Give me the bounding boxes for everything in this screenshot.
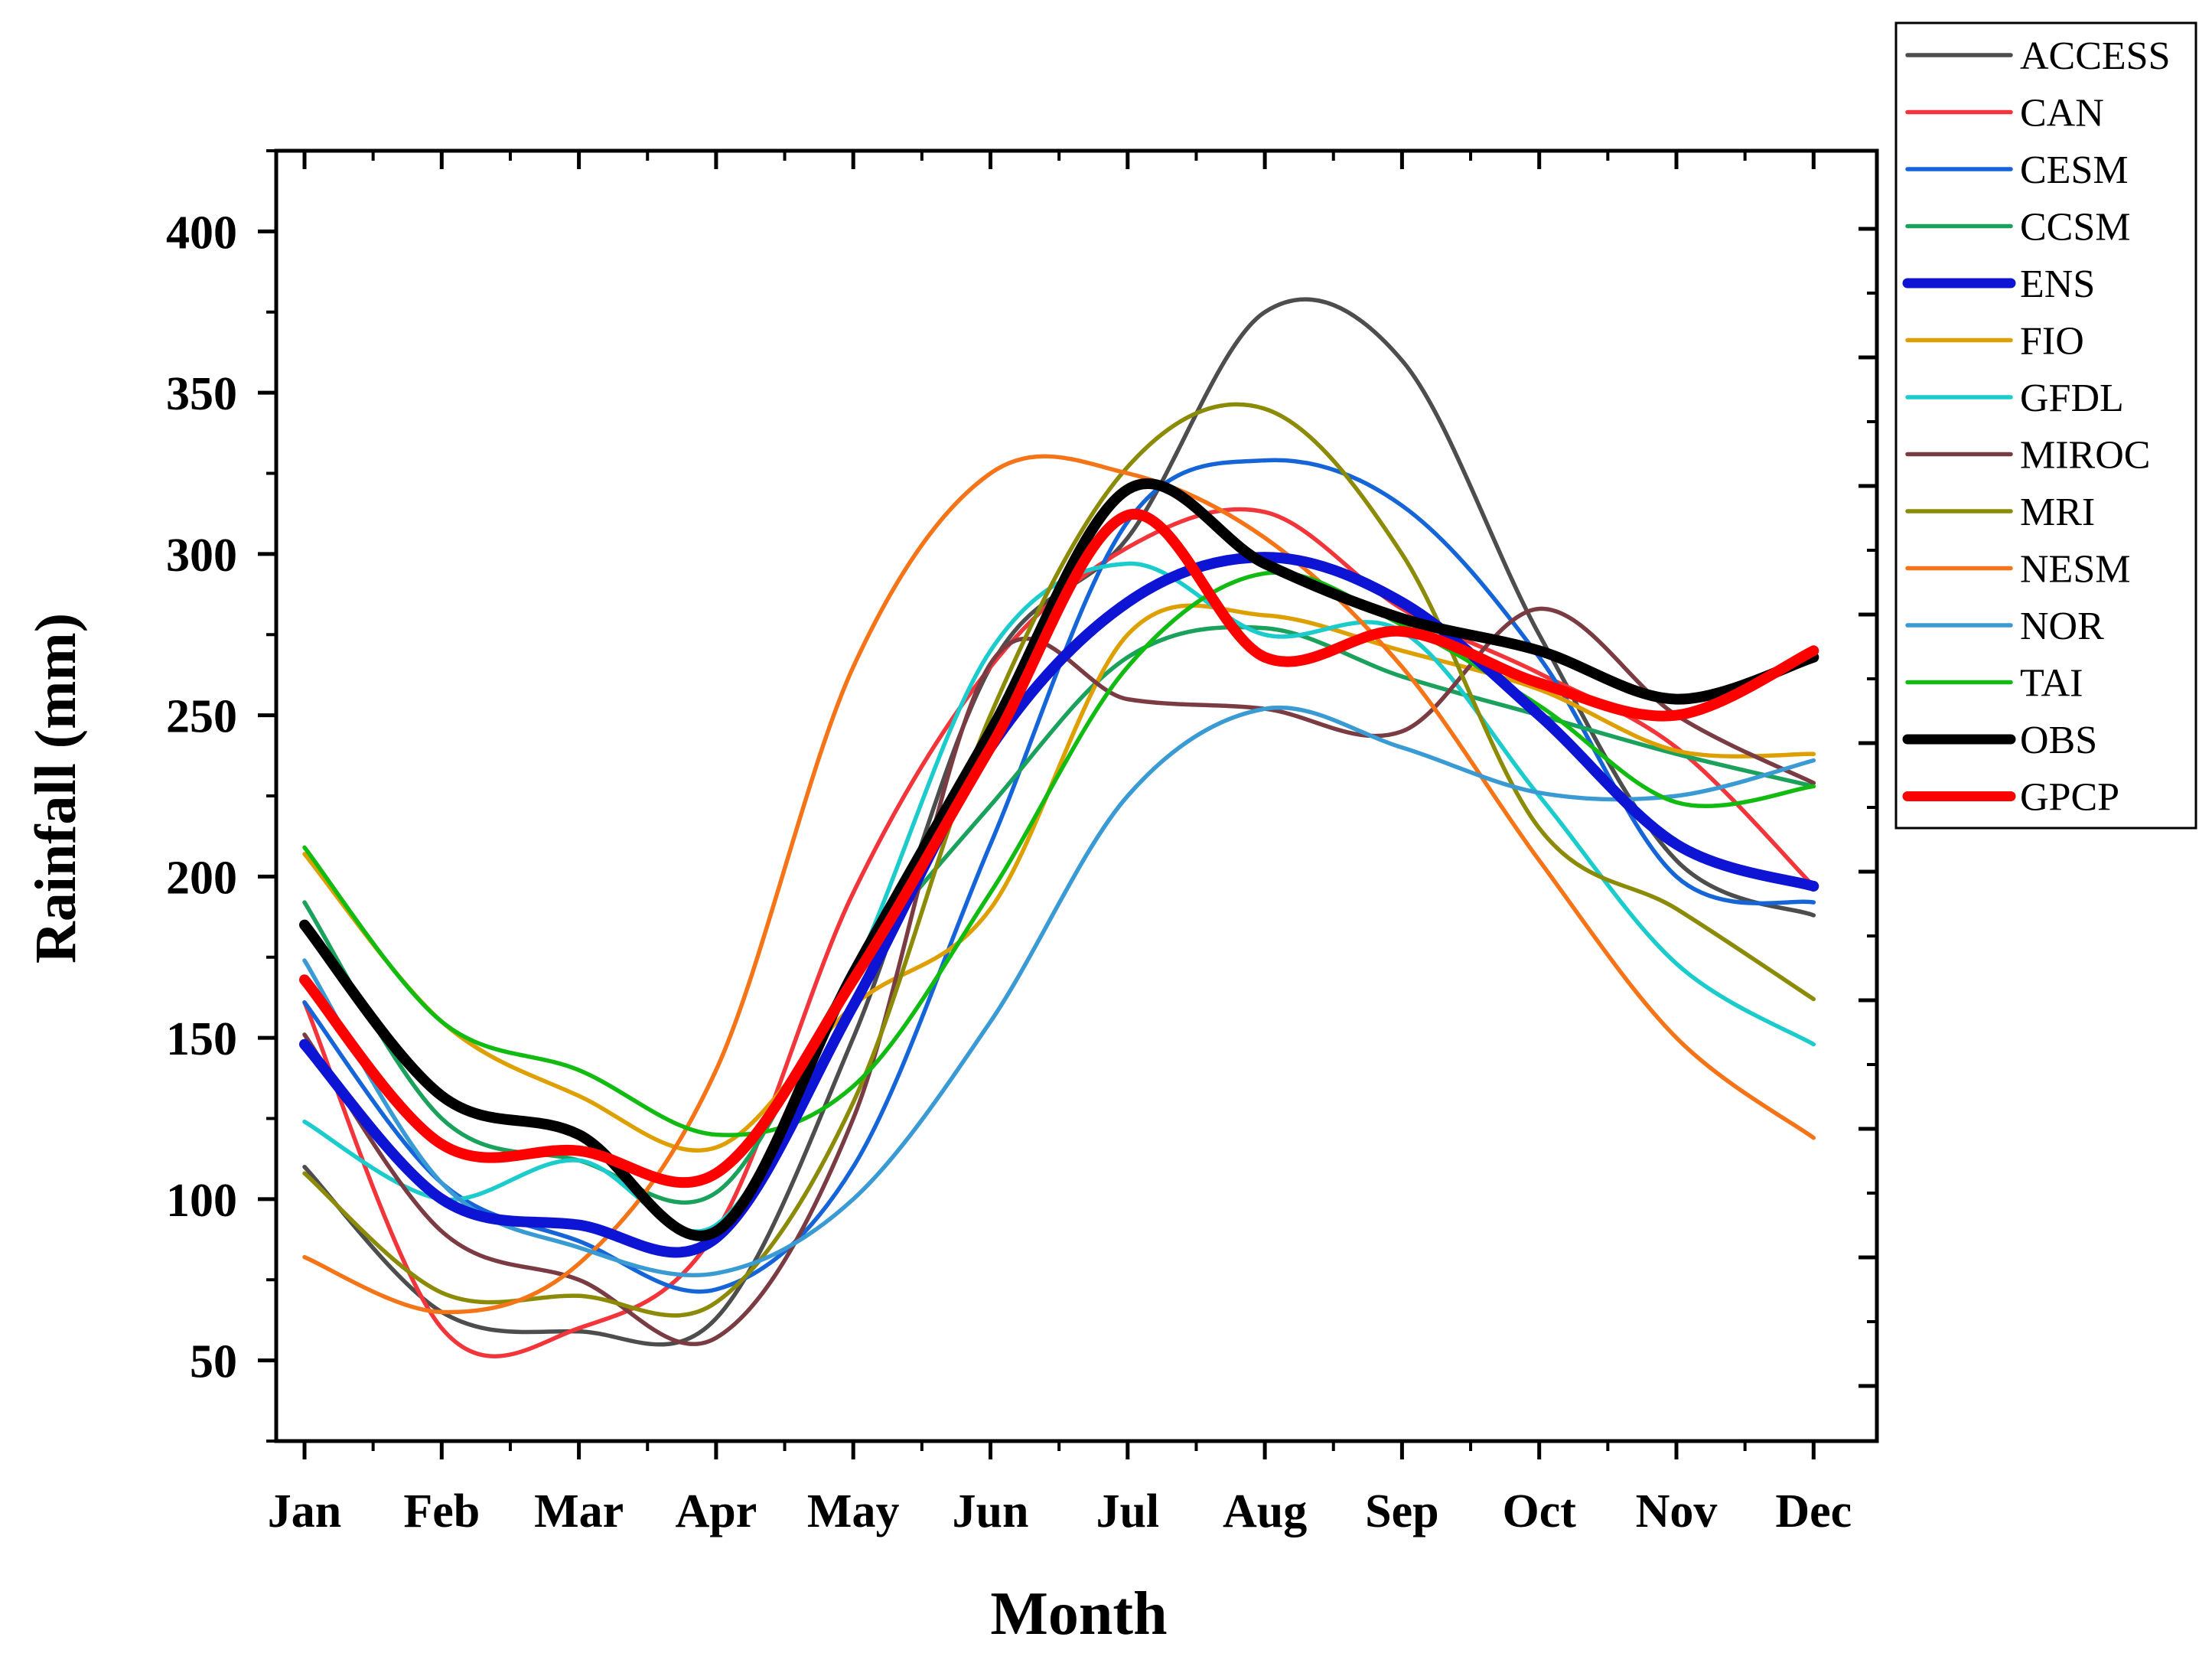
legend-label-gfdl: GFDL	[2020, 377, 2124, 420]
series-line-obs	[299, 478, 1819, 1241]
y-tick-label: 50	[190, 1336, 237, 1388]
y-tick-label: 250	[166, 691, 237, 743]
series-line-mri	[302, 402, 1816, 1318]
legend-label-obs: OBS	[2020, 719, 2097, 762]
axis-ticks	[258, 149, 1877, 1459]
y-tick-label: 150	[166, 1013, 237, 1065]
series-lines	[299, 297, 1819, 1358]
x-tick-label: Apr	[676, 1485, 757, 1537]
legend-box	[1894, 21, 2197, 830]
x-axis-title: Month	[990, 1580, 1167, 1648]
series-line-gfdl	[302, 561, 1816, 1234]
legend-label-ens: ENS	[2020, 262, 2095, 306]
series-line-nor	[302, 705, 1816, 1278]
y-tick-label: 200	[166, 852, 237, 904]
x-tick-label: Dec	[1775, 1485, 1852, 1537]
legend-label-mri: MRI	[2020, 491, 2095, 534]
series-line-tai	[302, 570, 1816, 1137]
x-tick-label: May	[807, 1485, 900, 1537]
legend-label-nor: NOR	[2020, 605, 2104, 648]
series-line-gpcp	[299, 508, 1819, 1189]
legend-label-cesm: CESM	[2020, 148, 2129, 192]
series-line-fio	[302, 603, 1816, 1153]
series-line-miroc	[302, 606, 1816, 1346]
x-tick-label: Oct	[1503, 1485, 1577, 1537]
series-line-cesm	[302, 458, 1816, 1294]
x-tick-label: Mar	[534, 1485, 624, 1537]
legend-label-miroc: MIROC	[2020, 434, 2150, 478]
tick-labels: Jan Feb Mar Apr May Jun Jul Aug Sep Oct Nov Dec 50 10…	[166, 207, 1852, 1537]
y-tick-label: 350	[166, 368, 237, 420]
plot-frame	[274, 148, 1879, 1443]
x-tick-label: Jul	[1096, 1485, 1159, 1537]
legend-label-tai: TAI	[2020, 662, 2083, 706]
y-tick-label: 400	[166, 207, 237, 259]
series-line-ens	[299, 552, 1819, 1258]
legend-label-ccsm: CCSM	[2020, 206, 2131, 249]
x-tick-label: Jan	[268, 1485, 341, 1537]
y-axis-title: Rainfall (mm)	[24, 613, 88, 964]
legend-label-gpcp: GPCP	[2020, 776, 2119, 820]
x-tick-label: Jun	[953, 1485, 1029, 1537]
x-tick-label: Sep	[1365, 1485, 1438, 1537]
x-tick-label: Nov	[1636, 1485, 1718, 1537]
series-line-nesm	[302, 454, 1816, 1315]
legend-label-access: ACCESS	[2020, 34, 2171, 78]
legend-label-fio: FIO	[2020, 320, 2084, 364]
legend: ACCESS CAN CESM CCSM ENS FIO GFDL MIROC MRI NESM N…	[1894, 21, 2197, 830]
legend-label-can: CAN	[2020, 92, 2104, 135]
legend-label-nesm: NESM	[2020, 548, 2130, 592]
series-line-can	[302, 507, 1816, 1358]
y-tick-label: 300	[166, 530, 237, 582]
y-tick-label: 100	[166, 1175, 237, 1227]
x-tick-label: Aug	[1223, 1485, 1307, 1537]
x-tick-label: Feb	[403, 1485, 480, 1537]
